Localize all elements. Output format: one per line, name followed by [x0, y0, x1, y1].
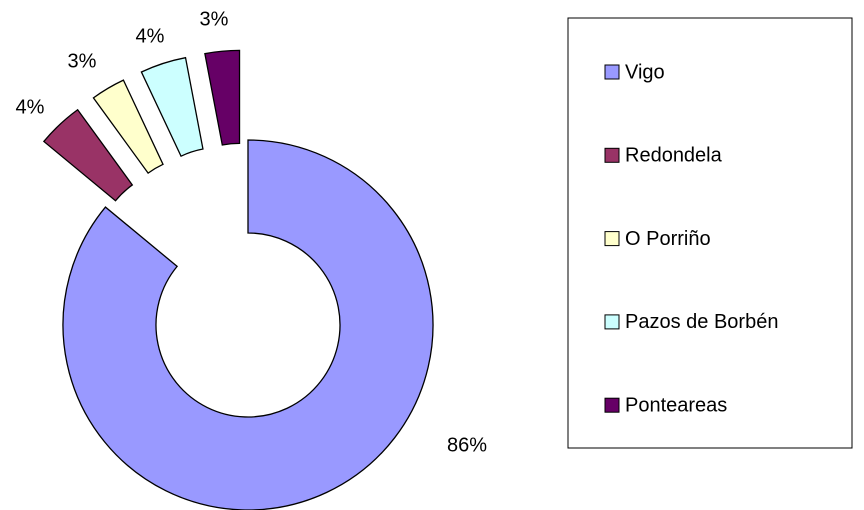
donut-slice — [62, 139, 434, 510]
legend-swatch — [604, 147, 620, 163]
data-label: 4% — [16, 96, 45, 118]
donut-slice — [92, 79, 164, 175]
legend-label: Ponteareas — [625, 394, 727, 416]
legend-label: Redondela — [625, 145, 723, 167]
legend-swatch — [604, 231, 620, 247]
donut-slice — [42, 108, 134, 202]
donut-slice — [140, 56, 204, 158]
legend-swatch — [604, 314, 620, 330]
data-label: 3% — [200, 8, 229, 30]
donut-slice — [204, 49, 241, 146]
legend-label: O Porriño — [625, 228, 711, 250]
data-label: 4% — [136, 25, 165, 47]
legend-swatch — [604, 397, 620, 413]
legend-label: Vigo — [625, 61, 665, 83]
legend-swatch — [604, 64, 620, 80]
data-label: 86% — [447, 434, 487, 456]
data-label: 3% — [68, 50, 97, 72]
legend-label: Pazos de Borbén — [625, 311, 778, 333]
